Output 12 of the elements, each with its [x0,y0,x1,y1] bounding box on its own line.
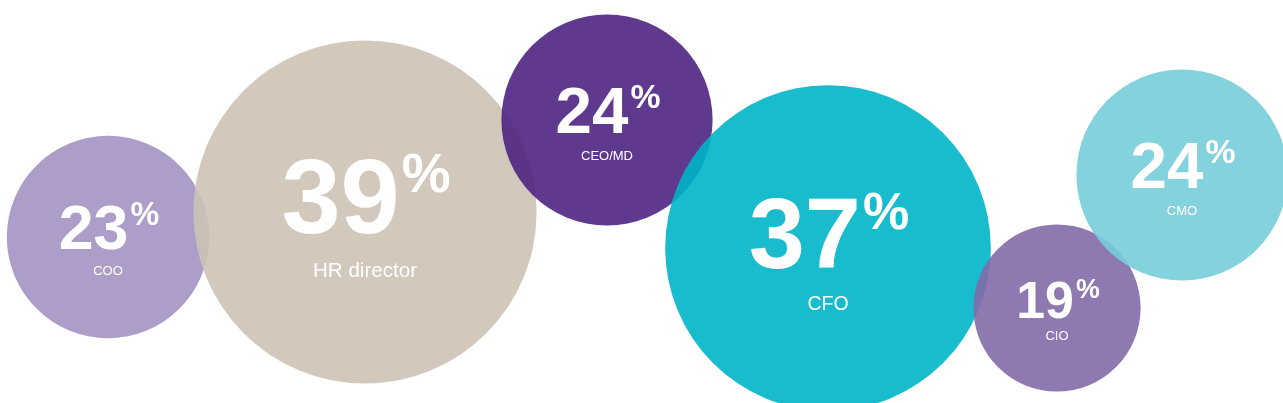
data-label: 19% [1016,271,1100,330]
data-label: 24% [1130,128,1236,202]
category-label: CEO/MD [581,148,633,164]
category-label: CMO [1166,203,1198,219]
data-label: 39% [281,136,451,256]
data-label: 23% [58,192,160,263]
category-label: COO [93,263,123,279]
category-label: CFO [807,291,849,314]
category-label: HR director [312,258,418,282]
data-label: 24% [555,73,661,147]
category-label: CIO [1045,327,1069,343]
data-label: 37% [748,176,910,289]
